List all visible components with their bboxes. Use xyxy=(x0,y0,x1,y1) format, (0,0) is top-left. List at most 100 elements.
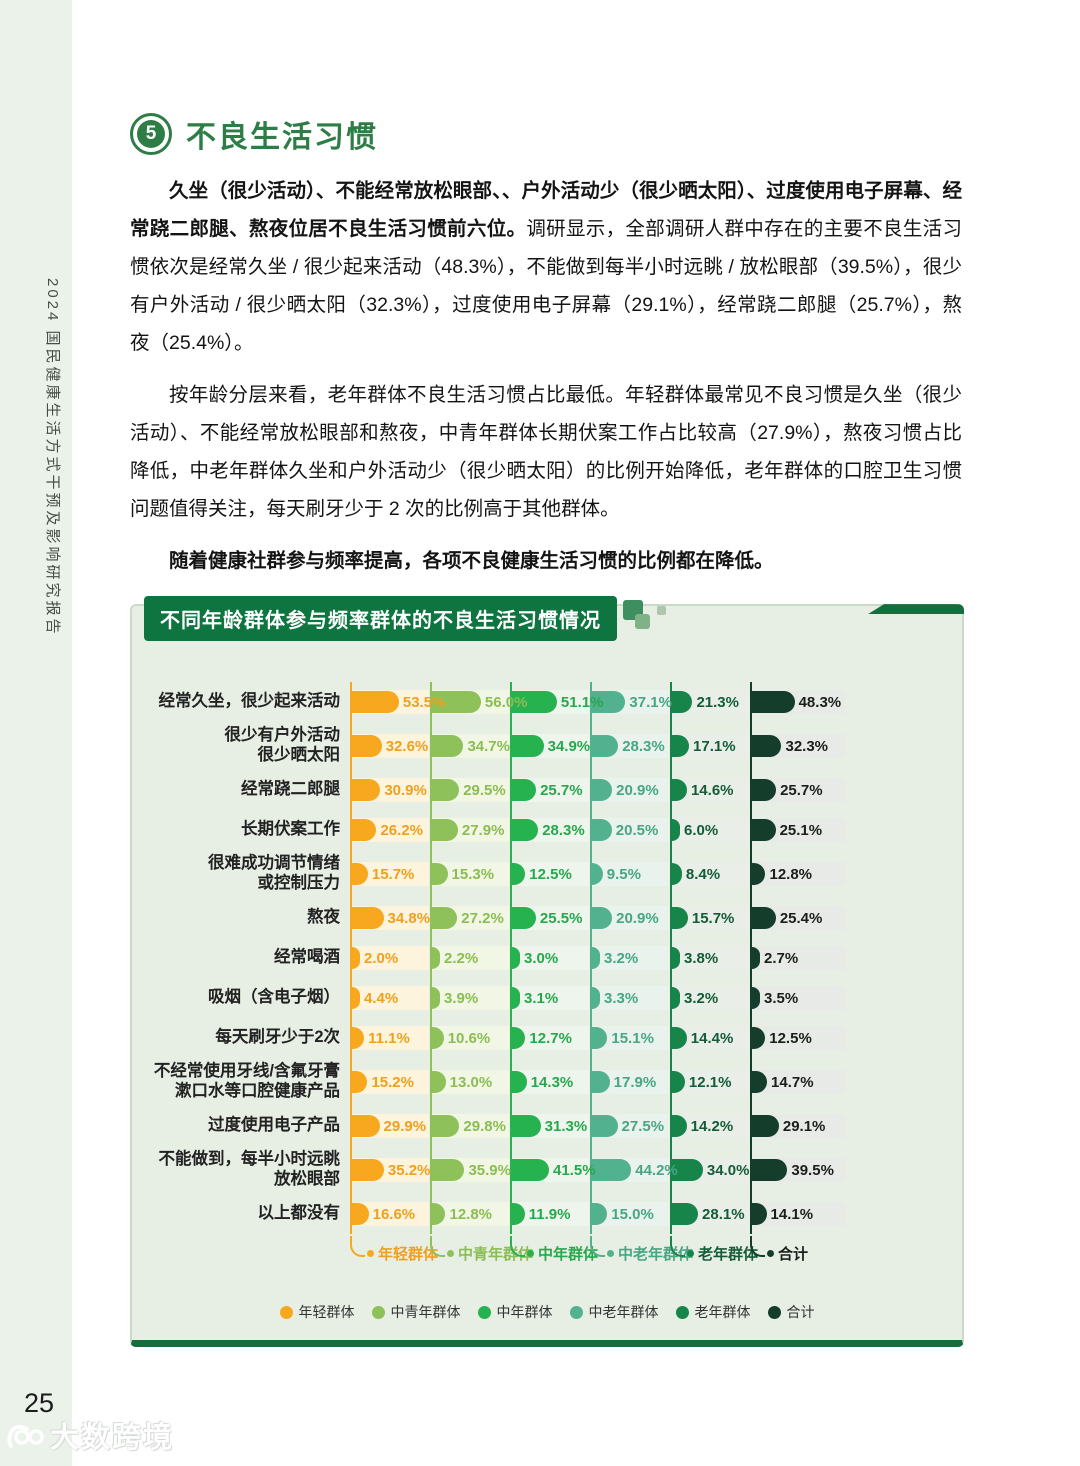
paragraph-3: 随着健康社群参与频率提高，各项不良健康生活习惯的比例都在降低。 xyxy=(169,550,774,573)
bar xyxy=(592,907,613,930)
bar-cell: 27.5% xyxy=(590,1106,670,1147)
bar-cell: 3.9% xyxy=(430,978,510,1019)
row-label: 不经常使用牙线/含氟牙膏 漱口水等口腔健康产品 xyxy=(153,1062,340,1101)
axis-dot xyxy=(367,1250,374,1258)
bar-track xyxy=(672,818,749,843)
bar-cell: 3.3% xyxy=(590,978,670,1019)
bar xyxy=(432,1203,446,1226)
bar-cell: 12.8% xyxy=(750,850,846,899)
bar-track xyxy=(752,1070,845,1095)
legend-label: 中老年群体 xyxy=(588,1304,659,1321)
bar xyxy=(512,1159,550,1182)
bar-value: 20.5% xyxy=(615,821,659,839)
bar-value: 53.5% xyxy=(402,693,446,711)
bar-cell: 34.0% xyxy=(670,1146,750,1195)
bar-value: 48.3% xyxy=(798,693,842,711)
chart-row: 吸烟（含电子烟） 4.4% 3.9% 3.1% 3.3% 3.2% 3.5% xyxy=(146,978,962,1019)
page-number: 25 xyxy=(24,1388,55,1418)
bar xyxy=(432,1115,460,1138)
bar-value: 32.6% xyxy=(385,737,429,755)
bar-value: 2.2% xyxy=(444,949,479,967)
bar-value: 25.5% xyxy=(539,909,583,927)
bar-value: 14.1% xyxy=(770,1205,814,1223)
bar xyxy=(512,947,520,970)
legend-label: 年轻群体 xyxy=(298,1304,355,1321)
column-name: 中年群体 xyxy=(538,1246,599,1264)
bar xyxy=(432,987,440,1010)
chart-title-deco-squares xyxy=(623,596,675,636)
bar-cell: 9.5% xyxy=(590,850,670,899)
bar-track xyxy=(752,986,845,1011)
bar-cell: 25.1% xyxy=(750,810,846,851)
bar-cell: 30.9% xyxy=(350,770,430,811)
bar-value: 3.8% xyxy=(684,949,719,967)
section-header: 5 不良生活习惯 xyxy=(130,110,962,158)
row-label: 以上都没有 xyxy=(257,1204,341,1223)
bar xyxy=(432,1159,465,1182)
bar-track xyxy=(672,862,749,887)
watermark-text: 大数跨境 xyxy=(50,1422,175,1454)
bar-value: 12.7% xyxy=(529,1029,572,1047)
bar-cell: 34.9% xyxy=(510,722,590,771)
bar xyxy=(352,987,360,1010)
bar-cell: 20.9% xyxy=(590,898,670,939)
bar xyxy=(672,947,680,970)
bar-cell: 13.0% xyxy=(430,1058,510,1107)
row-label: 过度使用电子产品 xyxy=(208,1116,340,1135)
bar-value: 15.7% xyxy=(371,865,415,883)
legend-item: 中年群体 xyxy=(477,1302,553,1322)
bar-value: 9.5% xyxy=(606,865,641,883)
bar xyxy=(512,779,537,802)
bar-cell: 3.1% xyxy=(510,978,590,1019)
bar xyxy=(512,907,536,930)
column-footer: 老年群体 xyxy=(670,1236,758,1272)
bar-cell: 14.2% xyxy=(670,1106,750,1147)
bar-cell: 4.4% xyxy=(350,978,430,1019)
bar xyxy=(352,1115,380,1138)
bar xyxy=(592,691,626,714)
bar xyxy=(432,863,448,886)
chart-row: 每天刷牙少于2次 11.1% 10.6% 12.7% 15.1% 14.4% 12.5% xyxy=(146,1018,962,1059)
bar-value: 15.0% xyxy=(611,1205,654,1223)
bar-cell: 27.2% xyxy=(430,898,510,939)
bar xyxy=(432,1071,446,1094)
axis-hook xyxy=(510,1236,525,1258)
bar-value: 3.2% xyxy=(604,949,639,967)
chart-row: 很少有户外活动 很少晒太阳 32.6% 34.7% 34.9% 28.3% 17.1% 32… xyxy=(146,722,962,771)
row-label: 经常久坐，很少起来活动 xyxy=(158,692,341,711)
bar xyxy=(512,1115,541,1138)
axis-dot xyxy=(767,1250,774,1258)
bar-value: 2.0% xyxy=(364,949,399,967)
bar-cell: 25.7% xyxy=(750,770,846,811)
bar xyxy=(512,735,544,758)
bar xyxy=(752,1115,779,1138)
bar-track xyxy=(592,862,669,887)
bar xyxy=(672,1071,685,1094)
chart-row: 熬夜 34.8% 27.2% 25.5% 20.9% 15.7% 25.4% xyxy=(146,898,962,939)
bar-cell: 25.7% xyxy=(510,770,590,811)
legend-dot xyxy=(371,1305,385,1319)
bar-cell: 28.3% xyxy=(510,810,590,851)
legend-item: 中老年群体 xyxy=(569,1302,659,1322)
legend-dot xyxy=(767,1305,781,1319)
bar xyxy=(512,987,520,1010)
bar-value: 39.5% xyxy=(791,1161,834,1179)
chart-row: 以上都没有 16.6% 12.8% 11.9% 15.0% 28.1% 14.1% xyxy=(146,1194,962,1235)
bar-track xyxy=(592,986,669,1011)
bar xyxy=(752,1203,767,1226)
chart-title-row: 不同年龄群体参与频率群体的不良生活习惯情况 xyxy=(144,596,675,642)
bar xyxy=(672,819,680,842)
bar-cell: 12.5% xyxy=(750,1018,846,1059)
bar-value: 26.2% xyxy=(380,821,424,839)
bar-value: 32.3% xyxy=(785,737,829,755)
bar xyxy=(352,1203,369,1226)
bar-value: 29.1% xyxy=(782,1117,826,1135)
bar xyxy=(352,691,399,714)
legend-item: 老年群体 xyxy=(675,1302,751,1322)
row-label: 经常喝酒 xyxy=(274,948,340,967)
bar-value: 4.4% xyxy=(364,989,399,1007)
bar-cell: 12.1% xyxy=(670,1058,750,1107)
bar-value: 27.5% xyxy=(621,1117,665,1135)
bar-cell: 28.1% xyxy=(670,1194,750,1235)
chart-row: 很难成功调节情绪 或控制压力 15.7% 15.3% 12.5% 9.5% 8.4% 12.… xyxy=(146,850,962,899)
